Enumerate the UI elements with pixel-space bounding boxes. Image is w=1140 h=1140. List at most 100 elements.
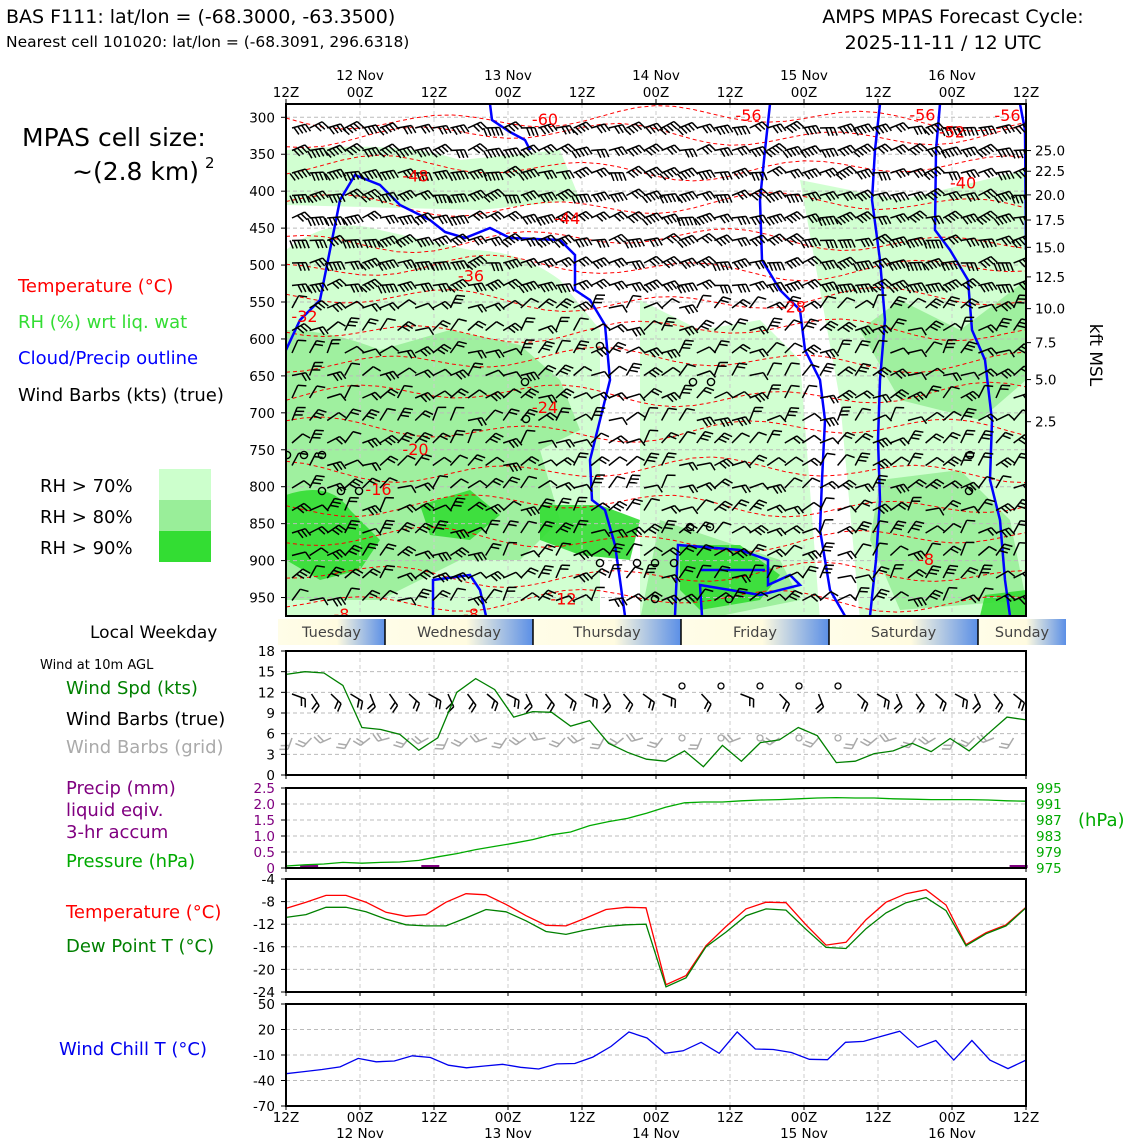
barb-feather	[349, 146, 358, 154]
wind-barb	[448, 278, 470, 293]
barb-feather	[899, 484, 906, 493]
barb-feather	[987, 239, 993, 248]
wind-barb	[696, 123, 716, 134]
barb-feather	[674, 213, 681, 222]
barb-staff	[432, 432, 444, 444]
barb-staff	[330, 693, 342, 705]
barb-feather	[448, 285, 456, 293]
barb-feather	[983, 259, 991, 267]
pressure-tick-label: 350	[249, 147, 275, 163]
barb-feather	[877, 440, 885, 448]
barb-feather	[306, 150, 313, 159]
barb-feather	[350, 384, 360, 388]
calm-circle-grid	[717, 734, 725, 742]
wind-barb	[836, 406, 851, 421]
barb-feather	[990, 256, 998, 263]
wind-barb	[449, 429, 466, 444]
barb-feather	[604, 371, 611, 379]
pressure-tick-label: 987	[1036, 813, 1062, 829]
barb-feather	[525, 283, 533, 291]
barb-feather	[511, 167, 519, 175]
barb-feather	[508, 195, 514, 204]
barb-feather	[950, 458, 959, 465]
wind-barb	[414, 482, 435, 492]
barb-feather	[638, 211, 646, 218]
barb-feather	[691, 257, 699, 266]
barb-feather	[298, 294, 308, 298]
barb-feather	[296, 147, 304, 155]
barb-feather	[934, 168, 942, 175]
barb-staff	[995, 431, 1006, 444]
barb-staff	[749, 280, 764, 287]
barb-feather	[490, 214, 498, 222]
barb-feather	[997, 194, 1004, 203]
barb-feather	[314, 478, 323, 481]
wind-barb	[925, 341, 943, 354]
barb-feather	[543, 147, 551, 155]
barb-feather	[322, 282, 329, 291]
barb-staff	[960, 298, 972, 309]
barb-feather	[371, 170, 378, 179]
barb-feather	[741, 485, 748, 494]
barb-feather	[439, 435, 448, 441]
wind-barb	[572, 317, 589, 331]
barb-staff	[942, 322, 956, 332]
barb-feather	[863, 145, 871, 153]
top-date-label: 16 Nov	[928, 68, 976, 84]
barb-feather	[878, 339, 888, 343]
barb-feather	[500, 150, 507, 159]
barb-staff	[977, 385, 986, 399]
barb-feather	[367, 321, 377, 325]
wind-barb	[834, 283, 857, 294]
barb-feather	[1020, 345, 1026, 352]
barb-feather	[424, 283, 431, 292]
barb-staff	[326, 411, 340, 422]
barb-feather	[599, 280, 607, 288]
barb-feather	[935, 320, 944, 326]
barb-feather	[846, 258, 854, 266]
barb-feather	[371, 506, 378, 514]
barb-feather	[512, 463, 519, 472]
wind-barb	[819, 239, 838, 249]
wind-barb	[608, 323, 629, 333]
barb-feather	[504, 238, 512, 246]
barb-feather	[402, 237, 410, 245]
wind-barb	[538, 123, 558, 135]
barb-feather	[486, 284, 494, 292]
isotherm-label: -44	[554, 209, 580, 228]
isotherm-label: -8	[918, 550, 934, 569]
wind-barb	[925, 145, 945, 158]
barb-feather	[652, 213, 660, 222]
barb-feather	[406, 505, 414, 513]
barb-feather	[877, 237, 885, 245]
barb-feather	[965, 316, 975, 319]
barb-staff	[573, 365, 585, 377]
barb-feather	[727, 171, 733, 180]
barb-feather	[862, 407, 871, 411]
wind-barb	[465, 255, 488, 271]
wind-barb	[872, 123, 892, 135]
barb-feather	[539, 239, 547, 247]
barb-staff	[608, 416, 623, 422]
barb-staff	[643, 237, 658, 242]
wind-barb	[766, 165, 787, 177]
calm-circle-true	[717, 682, 725, 690]
barb-staff	[819, 480, 833, 489]
barb-feather	[776, 485, 783, 494]
wind-barb	[731, 145, 752, 156]
wind-barb	[784, 342, 803, 354]
wind-barb	[555, 298, 575, 309]
barb-staff	[872, 475, 880, 489]
barb-feather	[750, 217, 757, 226]
barb-feather	[829, 260, 835, 269]
barb-feather	[582, 194, 588, 203]
wind-barb	[502, 165, 523, 179]
barb-feather	[619, 456, 628, 462]
barb-staff	[784, 407, 792, 421]
barb-staff	[837, 297, 848, 309]
barb-feather	[998, 324, 1008, 328]
barb-feather	[402, 192, 410, 201]
barb-feather	[458, 318, 467, 322]
barb-feather	[388, 372, 396, 380]
barb-feather	[986, 475, 996, 480]
